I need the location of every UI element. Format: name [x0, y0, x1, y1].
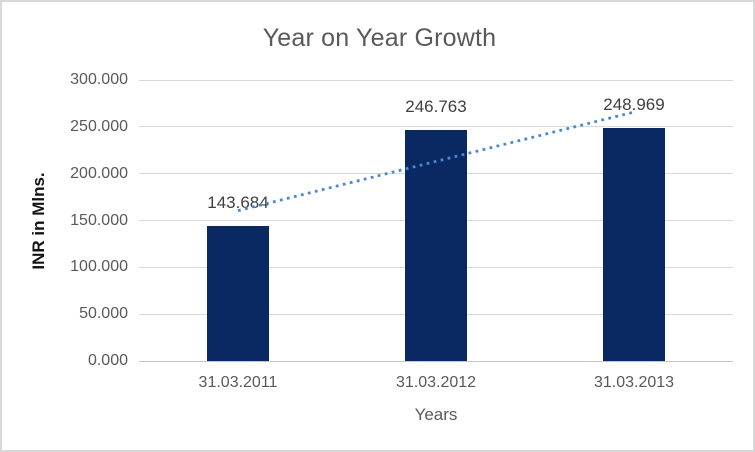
x-axis-title: Years	[414, 405, 458, 424]
y-tick-label: 300.000	[70, 71, 128, 88]
bar-31.03.2011	[207, 226, 269, 361]
x-axis-line	[139, 360, 733, 362]
data-label: 143.684	[207, 193, 269, 213]
data-label: 246.763	[405, 96, 467, 116]
y-tick-label: 250.000	[70, 117, 128, 135]
y-tick-label: 0.000	[87, 352, 128, 369]
x-tick-label: 31.03.2012	[395, 374, 477, 391]
y-tick-label: 150.000	[70, 211, 128, 229]
gridline	[139, 79, 733, 81]
x-tick-label: 31.03.2011	[198, 374, 278, 391]
data-label: 248.969	[603, 94, 665, 114]
y-axis-title: INR in Mlns.	[29, 171, 48, 270]
x-tick-label: 31.03.2013	[593, 374, 675, 391]
y-tick-label: 100.000	[70, 258, 128, 276]
bar-31.03.2012	[405, 129, 467, 361]
y-tick-label: 200.000	[70, 164, 128, 182]
y-tick-label: 50.000	[79, 305, 128, 323]
chart-title: Year on Year Growth	[262, 24, 497, 52]
bar-31.03.2013	[603, 127, 665, 361]
